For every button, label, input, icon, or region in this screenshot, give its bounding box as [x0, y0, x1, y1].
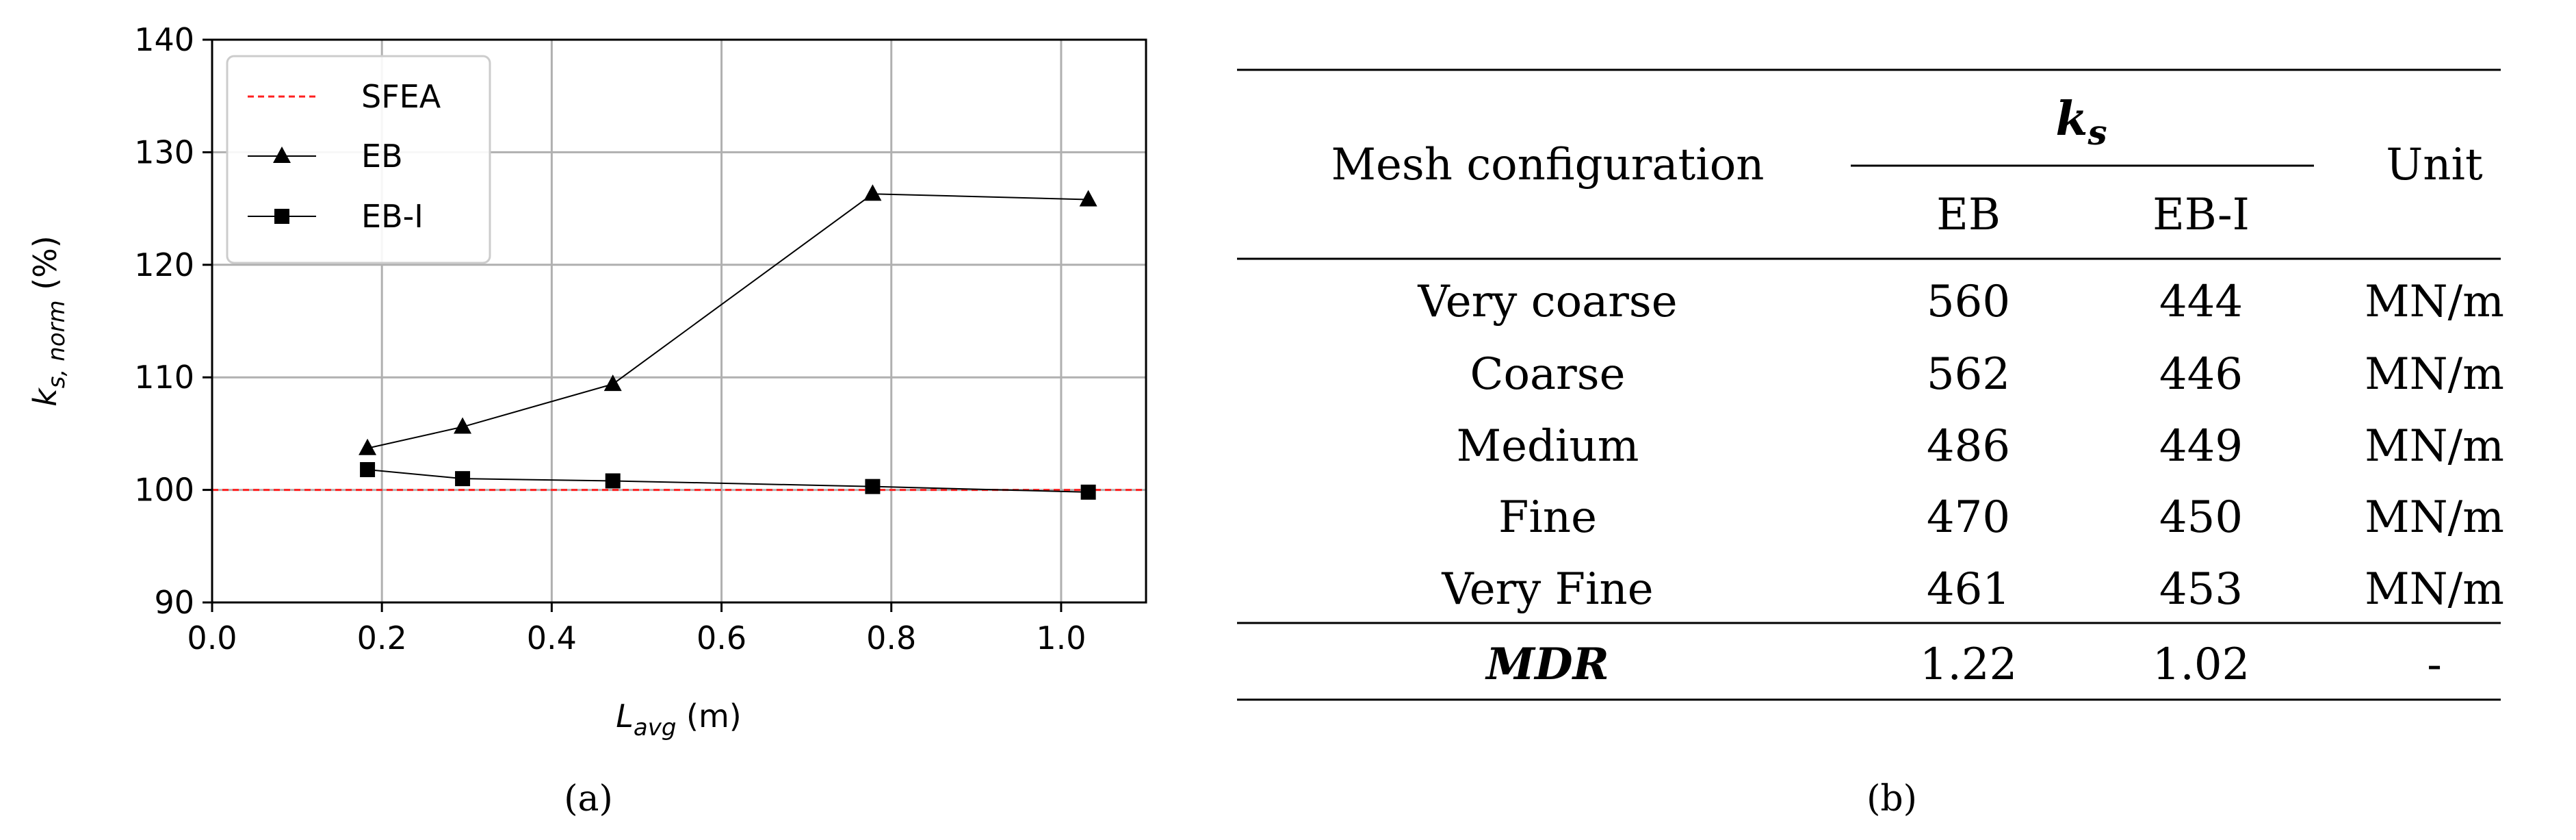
y-tick-label: 120: [134, 246, 194, 283]
cell-summary-unit: -: [2427, 639, 2442, 690]
y-axis-label-sub: s, norm: [43, 300, 70, 388]
x-tick-label: 0.2: [357, 620, 407, 657]
y-axis-label-unit: (%): [27, 236, 64, 300]
legend: SFEA EB EB-I: [226, 55, 491, 264]
cell-eb-i: 450: [2159, 492, 2243, 543]
data-point-eb-i: [360, 462, 376, 478]
cell-unit: MN/m: [2365, 421, 2504, 472]
cell-eb-i: 449: [2159, 421, 2243, 472]
x-tick-label: 0.8: [866, 620, 916, 657]
y-tick-label: 90: [154, 584, 194, 621]
data-point-eb-i: [455, 471, 471, 487]
x-axis-label: Lavg (m): [616, 698, 742, 741]
data-point-eb: [603, 374, 622, 392]
plot-frame: [211, 38, 1147, 604]
cell-summary-eb: 1.22: [1920, 639, 2018, 690]
cell-mesh: Very coarse: [1417, 277, 1677, 327]
x-axis-label-sub: avg: [634, 714, 677, 741]
x-tick-label: 1.0: [1036, 620, 1086, 657]
table-row: Medium 486 449 MN/m: [1457, 421, 2504, 472]
data-point-eb: [359, 438, 377, 455]
cell-eb-i: 444: [2159, 277, 2243, 327]
cell-mesh: Medium: [1457, 421, 1639, 472]
legend-entry-sfea: SFEA: [248, 78, 441, 115]
legend-label-eb: EB: [361, 138, 403, 175]
x-tick-label: 0.0: [187, 620, 237, 657]
legend-box: [226, 55, 491, 264]
table-row: Fine 470 450 MN/m: [1498, 492, 2504, 543]
cell-unit: MN/m: [2365, 349, 2504, 400]
subheader-eb: EB: [1936, 190, 2001, 240]
table-summary-row: MDR 1.22 1.02 -: [1485, 639, 2442, 690]
x-axis-label-main: L: [616, 698, 634, 735]
x-tick-label: 0.6: [697, 620, 746, 657]
series-layer: [359, 184, 1097, 500]
cell-eb: 470: [1927, 492, 2010, 543]
legend-label-eb-i: EB-I: [361, 198, 424, 235]
table-row: Very Fine 461 453 MN/m: [1441, 564, 2504, 615]
table-row: Very coarse 560 444 MN/m: [1417, 277, 2503, 327]
header-unit: Unit: [2386, 140, 2483, 190]
data-point-eb: [454, 417, 472, 434]
cell-summary-label: MDR: [1485, 639, 1609, 690]
panel-a-caption: (a): [564, 778, 613, 819]
cell-mesh: Coarse: [1470, 349, 1626, 400]
cell-mesh: Fine: [1498, 492, 1597, 543]
legend-entry-eb: EB: [248, 138, 403, 175]
cell-mesh: Very Fine: [1441, 564, 1653, 615]
data-point-eb: [1079, 190, 1097, 207]
panel-b-caption: (b): [1866, 778, 1917, 819]
header-ks: ks: [2055, 92, 2107, 153]
data-point-eb-i: [605, 473, 621, 489]
legend-label-sfea: SFEA: [361, 78, 441, 115]
subheader-eb-i: EB-I: [2152, 190, 2250, 240]
cell-unit: MN/m: [2365, 277, 2504, 327]
x-tick-label: 0.4: [527, 620, 577, 657]
data-point-eb-i: [1080, 484, 1096, 500]
cell-summary-eb-i: 1.02: [2152, 639, 2250, 690]
y-tick-label: 110: [134, 359, 194, 396]
y-tick-label: 140: [134, 21, 194, 58]
axis-ticks: 0.0 0.2 0.4 0.6 0.8 1.0 90 100 110 120 130 140: [134, 21, 1086, 657]
header-mesh-configuration: Mesh configuration: [1331, 140, 1765, 190]
y-axis-label-main: k: [27, 387, 64, 407]
legend-swatch-eb-marker: [273, 147, 291, 163]
cell-eb: 560: [1927, 277, 2010, 327]
cell-eb-i: 453: [2159, 564, 2243, 615]
cell-eb: 461: [1927, 564, 2010, 615]
cell-eb: 486: [1927, 421, 2010, 472]
y-axis-label: ks, norm (%): [27, 236, 70, 407]
header-ks-sub: s: [2087, 112, 2107, 153]
data-point-eb: [863, 184, 882, 201]
chart: 0.0 0.2 0.4 0.6 0.8 1.0 90 100 110 120 130 140 ks, …: [27, 21, 1147, 819]
data-point-eb-i: [865, 479, 881, 494]
y-tick-label: 130: [134, 133, 194, 170]
table-row: Coarse 562 446 MN/m: [1470, 349, 2504, 400]
legend-swatch-eb-i-marker: [274, 209, 289, 224]
y-tick-label: 100: [134, 472, 194, 509]
header-ks-main: k: [2055, 92, 2087, 147]
cell-eb-i: 446: [2159, 349, 2243, 400]
x-axis-label-unit: (m): [676, 698, 741, 735]
cell-eb: 562: [1927, 349, 2010, 400]
cell-unit: MN/m: [2365, 564, 2504, 615]
legend-entry-eb-i: EB-I: [248, 198, 424, 235]
cell-unit: MN/m: [2365, 492, 2504, 543]
